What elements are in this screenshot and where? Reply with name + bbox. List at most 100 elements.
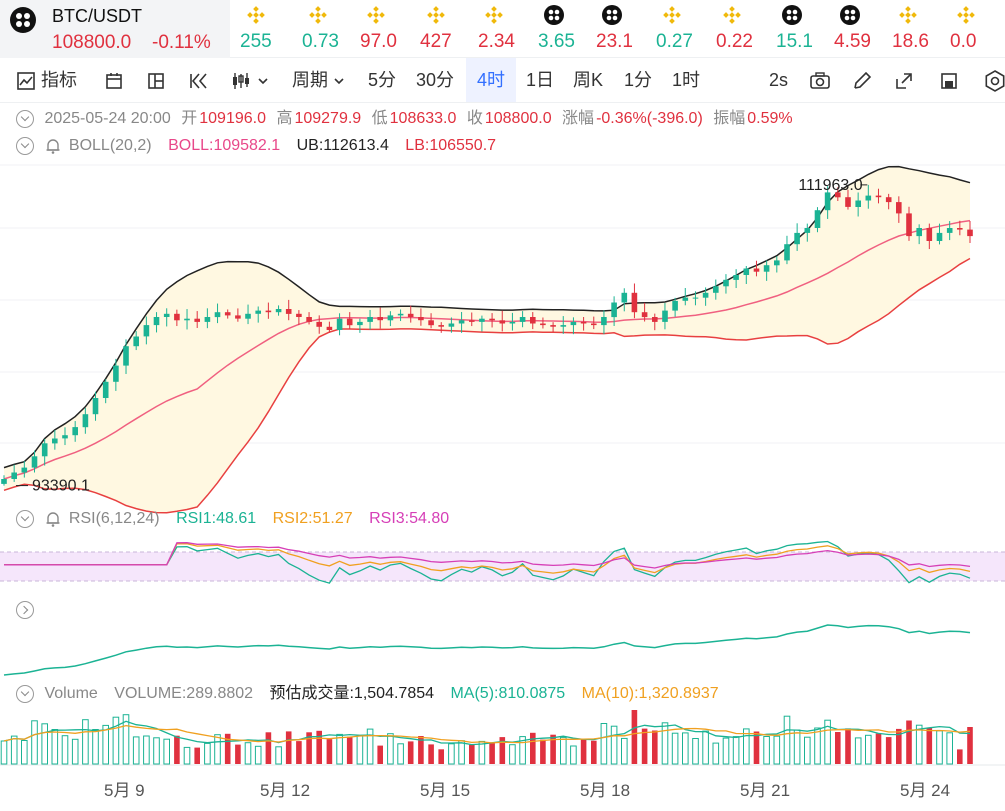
indicators-label: 指标 xyxy=(41,70,78,90)
volume-bar xyxy=(661,722,669,765)
volume-bar xyxy=(377,745,383,764)
candle-body xyxy=(123,346,129,366)
candle-body xyxy=(357,321,363,326)
collapse-icon[interactable] xyxy=(16,684,34,703)
ticker-item[interactable]: 97.0 xyxy=(360,0,418,58)
candle-body xyxy=(957,228,963,230)
boll-mid-value: BOLL:109582.1 xyxy=(168,137,281,154)
ticker-value: 0.22 xyxy=(716,31,753,52)
boll-label[interactable]: BOLL(20,2) xyxy=(68,137,152,154)
ticker-value: 15.1 xyxy=(776,31,813,52)
candle-body xyxy=(407,313,414,317)
pair-selector[interactable]: BTC/USDT 108800.0 -0.11% xyxy=(0,0,230,58)
bell-icon[interactable] xyxy=(44,510,62,528)
interval-1m[interactable]: 1分 xyxy=(624,70,653,90)
interval-30m[interactable]: 30分 xyxy=(416,70,455,90)
ticker-item[interactable]: 4.59 xyxy=(834,0,892,58)
collapse-icon[interactable] xyxy=(16,109,34,128)
ticker-item[interactable]: 23.1 xyxy=(596,0,654,58)
binance-coin-icon xyxy=(309,6,327,24)
volume-bar xyxy=(0,740,8,765)
high-label: 高 xyxy=(276,110,293,127)
ticker-item[interactable]: 3.65 xyxy=(538,0,596,58)
binance-coin-icon xyxy=(663,6,681,24)
interval-4h[interactable]: 4时 xyxy=(466,58,516,102)
candle-body xyxy=(601,317,607,326)
candle-type-button[interactable] xyxy=(104,58,124,102)
ticker-item[interactable]: 0.73 xyxy=(302,0,360,58)
candle-body xyxy=(672,300,678,311)
interval-1w[interactable]: 周K xyxy=(573,70,604,90)
interval-1d[interactable]: 1日 xyxy=(526,70,555,90)
volume-bar xyxy=(835,732,841,764)
volume-bar xyxy=(336,733,343,765)
rsi-row: RSI(6,12,24) RSI1:48.61 RSI2:51.27 RSI3:… xyxy=(16,507,455,531)
fullscreen-button[interactable] xyxy=(894,58,914,102)
candle-body xyxy=(855,200,861,207)
candle-body xyxy=(570,321,577,326)
rsi2-value: RSI2:51.27 xyxy=(272,510,353,527)
collapse-icon[interactable] xyxy=(16,136,34,155)
candle-body xyxy=(1,479,7,484)
volume-label[interactable]: Volume xyxy=(44,685,98,702)
volume-bar xyxy=(448,743,455,765)
candle-body xyxy=(479,318,485,322)
candle-body xyxy=(936,232,943,241)
amplitude-value: 0.59% xyxy=(747,110,793,127)
collapse-icon[interactable] xyxy=(16,509,34,528)
change-value: -0.36%(-396.0) xyxy=(596,110,703,127)
rsi-label[interactable]: RSI(6,12,24) xyxy=(68,510,160,527)
volume-bar xyxy=(915,724,923,765)
ticker-item[interactable]: 2.34 xyxy=(478,0,536,58)
interval-1h[interactable]: 1时 xyxy=(672,70,701,90)
ticker-item[interactable]: 15.1 xyxy=(776,0,834,58)
ticker-item[interactable]: 0.27 xyxy=(656,0,714,58)
bell-icon[interactable] xyxy=(44,137,62,155)
candle-body xyxy=(702,292,709,298)
boll-lower-line xyxy=(3,257,971,514)
x-axis-label: 5月 15 xyxy=(420,781,471,800)
chart-style-dropdown[interactable] xyxy=(230,58,269,102)
volume-bar xyxy=(560,736,567,765)
volume-bar xyxy=(499,737,506,764)
settings-button[interactable] xyxy=(984,58,1005,102)
expand-icon[interactable] xyxy=(16,600,34,619)
volume-bar xyxy=(702,730,709,765)
ticker-item[interactable]: 255 xyxy=(240,0,298,58)
low-value: 108633.0 xyxy=(389,110,457,127)
refresh-interval[interactable]: 2s xyxy=(769,70,789,90)
volume-bar xyxy=(92,729,99,765)
replay-button[interactable] xyxy=(188,58,210,102)
open-value: 109196.0 xyxy=(199,110,266,127)
ticker-item[interactable]: 0.22 xyxy=(716,0,774,58)
volume-ma10: MA(10):1,320.8937 xyxy=(581,685,719,702)
ticker-item[interactable]: 0.0 xyxy=(950,0,1005,58)
candle-body xyxy=(316,321,322,327)
interval-5m[interactable]: 5分 xyxy=(368,70,397,90)
screenshot-button[interactable] xyxy=(809,58,831,102)
volume-bar xyxy=(540,739,546,764)
period-dropdown[interactable]: 周期 xyxy=(292,58,345,102)
candle-body xyxy=(174,313,180,321)
ticker-item[interactable]: 427 xyxy=(420,0,478,58)
dark-coin-icon xyxy=(602,5,622,25)
candle-body xyxy=(153,317,160,326)
volume-bar xyxy=(306,732,312,764)
volume-bar xyxy=(469,744,475,764)
indicator-chart-icon xyxy=(17,72,35,91)
indicators-button[interactable]: 指标 xyxy=(16,58,77,102)
candle-body xyxy=(326,326,333,330)
ticker-value: 3.65 xyxy=(538,31,575,52)
boll-ub-value: UB:112613.4 xyxy=(296,137,389,154)
draw-button[interactable] xyxy=(852,58,872,102)
layout-button[interactable] xyxy=(146,58,166,102)
template-button[interactable] xyxy=(939,58,959,102)
ticker-item[interactable]: 18.6 xyxy=(892,0,950,58)
candle-body xyxy=(469,320,475,322)
extra-indicator-row xyxy=(16,598,40,622)
volume-bar xyxy=(550,734,556,764)
candle-body xyxy=(245,313,251,319)
candle-body xyxy=(540,323,546,326)
candle-body xyxy=(387,315,394,321)
